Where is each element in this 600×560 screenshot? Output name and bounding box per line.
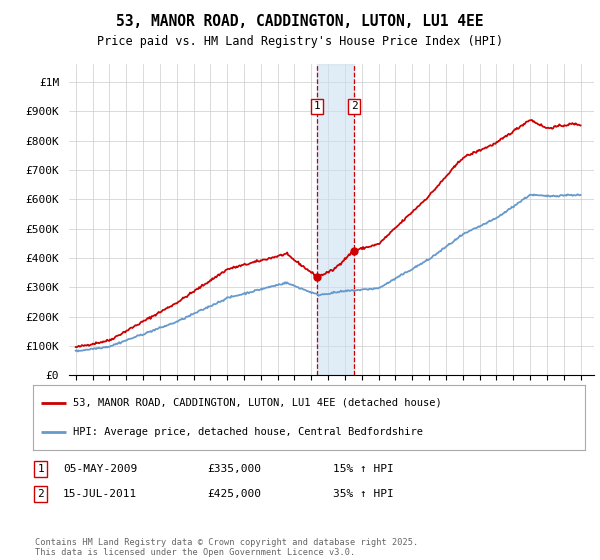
Text: 1: 1 — [37, 464, 44, 474]
Text: 2: 2 — [350, 101, 358, 111]
Bar — [317, 64, 354, 375]
Text: £425,000: £425,000 — [207, 489, 261, 499]
Text: 15-JUL-2011: 15-JUL-2011 — [63, 489, 137, 499]
Text: 35% ↑ HPI: 35% ↑ HPI — [333, 489, 394, 499]
Text: £335,000: £335,000 — [207, 464, 261, 474]
Text: 53, MANOR ROAD, CADDINGTON, LUTON, LU1 4EE (detached house): 53, MANOR ROAD, CADDINGTON, LUTON, LU1 4… — [73, 398, 442, 408]
Text: 2: 2 — [37, 489, 44, 499]
Text: Contains HM Land Registry data © Crown copyright and database right 2025.
This d: Contains HM Land Registry data © Crown c… — [35, 538, 418, 557]
Text: Price paid vs. HM Land Registry's House Price Index (HPI): Price paid vs. HM Land Registry's House … — [97, 35, 503, 48]
Text: 05-MAY-2009: 05-MAY-2009 — [63, 464, 137, 474]
Text: HPI: Average price, detached house, Central Bedfordshire: HPI: Average price, detached house, Cent… — [73, 427, 423, 437]
Text: 1: 1 — [314, 101, 320, 111]
Text: 53, MANOR ROAD, CADDINGTON, LUTON, LU1 4EE: 53, MANOR ROAD, CADDINGTON, LUTON, LU1 4… — [116, 14, 484, 29]
Text: 15% ↑ HPI: 15% ↑ HPI — [333, 464, 394, 474]
